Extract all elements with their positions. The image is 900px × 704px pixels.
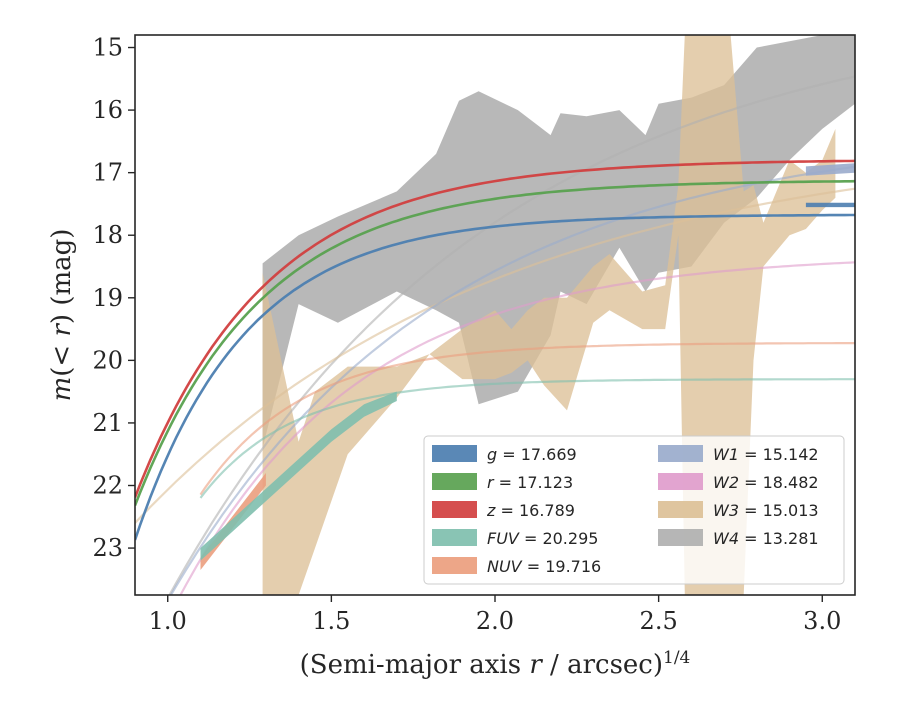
curve-nuv <box>199 342 855 496</box>
x-tick-label: 3.0 <box>803 607 841 635</box>
curve-w3 <box>135 187 855 524</box>
curves-layer <box>135 75 855 595</box>
curve-z <box>135 159 855 498</box>
legend-swatch-z <box>432 501 477 518</box>
legend-swatch-w4 <box>658 529 703 546</box>
legend-swatch-w1 <box>658 445 703 462</box>
y-tick-label: 22 <box>92 472 123 500</box>
band-fuv <box>200 391 397 561</box>
curve-w2 <box>179 261 855 595</box>
legend: g = 17.669 r = 17.123 z = 16.789 FUV = 20.2… <box>423 435 845 585</box>
y-tick-label: 15 <box>92 34 123 62</box>
legend-label-nuv: NUV = 19.716 <box>487 557 601 576</box>
legend-box <box>423 435 845 585</box>
y-ticks: 15 16 17 18 19 20 21 22 23 <box>92 34 135 562</box>
x-tick-label: 1.0 <box>149 607 187 635</box>
legend-swatch-fuv <box>432 529 477 546</box>
legend-label-w1: W1 = 15.142 <box>713 445 819 464</box>
curve-g <box>135 213 855 541</box>
y-tick-label: 21 <box>92 409 123 437</box>
y-tick-label: 19 <box>92 284 123 312</box>
legend-swatch-w3 <box>658 501 703 518</box>
y-tick-label: 16 <box>92 96 123 124</box>
x-ticks: 1.0 1.5 2.0 2.5 3.0 <box>149 595 841 635</box>
legend-swatch-w2 <box>658 473 703 490</box>
legend-label-r: r = 17.123 <box>487 473 573 492</box>
x-tick-label: 2.0 <box>476 607 514 635</box>
legend-label-w3: W3 = 15.013 <box>713 501 819 520</box>
x-tick-label: 2.5 <box>640 607 678 635</box>
curve-r <box>135 179 855 506</box>
x-tick-label: 1.5 <box>312 607 350 635</box>
legend-swatch-r <box>432 473 477 490</box>
y-tick-label: 20 <box>92 346 123 374</box>
y-tick-label: 17 <box>92 159 123 187</box>
legend-label-fuv: FUV = 20.295 <box>487 529 598 548</box>
curve-w4 <box>168 75 855 595</box>
y-tick-label: 18 <box>92 221 123 249</box>
legend-swatch-nuv <box>432 557 477 574</box>
legend-label-w4: W4 = 13.281 <box>713 529 819 548</box>
y-axis-label: m(< r) (mag) <box>47 229 77 402</box>
x-axis-label: (Semi-major axis r / arcsec)1/4 <box>300 648 691 680</box>
legend-label-w2: W2 = 18.482 <box>713 473 819 492</box>
y-tick-label: 23 <box>92 534 123 562</box>
legend-label-z: z = 16.789 <box>486 501 575 520</box>
curve-fuv <box>199 378 855 499</box>
band-g <box>805 202 855 208</box>
curve-w1 <box>169 165 855 595</box>
band-w1 <box>805 163 855 176</box>
legend-swatch-g <box>432 445 477 462</box>
legend-label-g: g = 17.669 <box>487 445 577 464</box>
